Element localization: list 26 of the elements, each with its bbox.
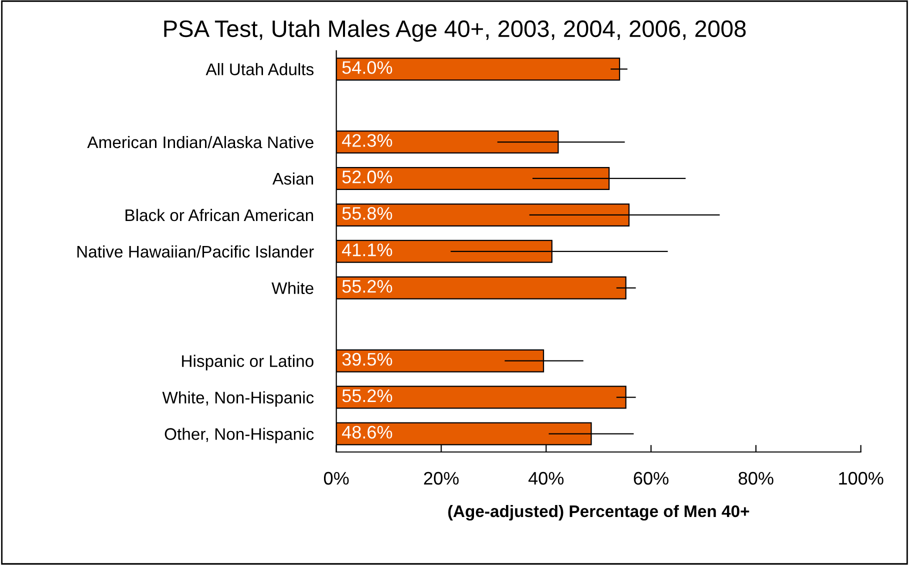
data-label: 52.0% bbox=[342, 170, 392, 184]
chart-title: PSA Test, Utah Males Age 40+, 2003, 2004, 2006, 2008 bbox=[164, 20, 746, 42]
data-label: 55.2% bbox=[342, 389, 392, 402]
x-tick-label: 80% bbox=[738, 472, 774, 485]
y-tick-label: Black or African American bbox=[126, 208, 314, 222]
data-label: 55.8% bbox=[342, 207, 392, 220]
x-tick-label: 40% bbox=[528, 472, 564, 485]
y-tick-label: All Utah Adults bbox=[206, 63, 314, 76]
y-tick-label: Hispanic or Latino bbox=[182, 354, 314, 370]
data-label: 48.6% bbox=[342, 426, 392, 439]
y-tick-label: White, Non-Hispanic bbox=[162, 391, 314, 407]
x-tick-label: 100% bbox=[839, 472, 884, 485]
y-tick-label: Native Hawaiian/Pacific Islander bbox=[77, 245, 314, 258]
y-tick-label: American Indian/Alaska Native bbox=[87, 136, 314, 148]
data-label: 54.0% bbox=[342, 61, 392, 74]
y-tick-label: Other, Non-Hispanic bbox=[164, 428, 314, 444]
data-label: 41.1% bbox=[342, 244, 392, 256]
y-tick-label: White bbox=[272, 282, 314, 294]
data-label: 55.2% bbox=[342, 280, 392, 293]
y-tick-label: Asian bbox=[272, 172, 314, 185]
x-tick-label: 20% bbox=[424, 472, 459, 485]
data-label: 39.5% bbox=[342, 352, 392, 366]
x-tick-label: 60% bbox=[634, 472, 668, 485]
x-axis-title: (Age-adjusted) Percentage of Men 40+ bbox=[448, 504, 750, 521]
x-tick-label: 0% bbox=[324, 472, 349, 485]
data-label: 42.3% bbox=[342, 134, 392, 147]
